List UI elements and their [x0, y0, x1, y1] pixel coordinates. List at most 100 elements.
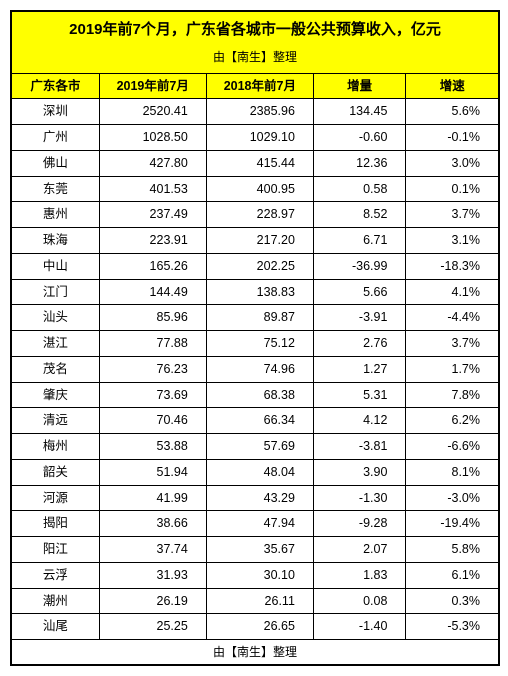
col-2018: 2018年前7月: [206, 73, 313, 99]
cell-2018: 202.25: [206, 253, 313, 279]
cell-city: 云浮: [12, 562, 100, 588]
cell-rate: 8.1%: [406, 459, 499, 485]
cell-rate: 4.1%: [406, 279, 499, 305]
cell-delta: 4.12: [313, 408, 406, 434]
cell-2018: 66.34: [206, 408, 313, 434]
cell-2018: 74.96: [206, 356, 313, 382]
cell-2018: 30.10: [206, 562, 313, 588]
cell-rate: 3.0%: [406, 150, 499, 176]
cell-2018: 26.65: [206, 614, 313, 640]
cell-rate: 1.7%: [406, 356, 499, 382]
table-row: 珠海223.91217.206.713.1%: [12, 228, 499, 254]
table-row: 阳江37.7435.672.075.8%: [12, 537, 499, 563]
cell-2019: 165.26: [99, 253, 206, 279]
cell-rate: 0.3%: [406, 588, 499, 614]
budget-table-container: 2019年前7个月，广东省各城市一般公共预算收入，亿元 由【南生】整理 广东各市…: [10, 10, 500, 666]
col-delta: 增量: [313, 73, 406, 99]
table-row: 肇庆73.6968.385.317.8%: [12, 382, 499, 408]
cell-delta: 2.76: [313, 331, 406, 357]
cell-delta: -3.81: [313, 434, 406, 460]
cell-delta: 0.08: [313, 588, 406, 614]
col-rate: 增速: [406, 73, 499, 99]
cell-delta: -0.60: [313, 125, 406, 151]
cell-city: 茂名: [12, 356, 100, 382]
cell-2019: 73.69: [99, 382, 206, 408]
cell-2018: 415.44: [206, 150, 313, 176]
cell-2019: 223.91: [99, 228, 206, 254]
cell-2018: 35.67: [206, 537, 313, 563]
cell-city: 广州: [12, 125, 100, 151]
table-row: 揭阳38.6647.94-9.28-19.4%: [12, 511, 499, 537]
cell-delta: 1.83: [313, 562, 406, 588]
cell-2019: 77.88: [99, 331, 206, 357]
subtitle-row: 由【南生】整理: [12, 45, 499, 74]
table-title: 2019年前7个月，广东省各城市一般公共预算收入，亿元: [18, 15, 492, 42]
table-row: 中山165.26202.25-36.99-18.3%: [12, 253, 499, 279]
col-city: 广东各市: [12, 73, 100, 99]
table-footer: 由【南生】整理: [12, 640, 499, 665]
cell-city: 河源: [12, 485, 100, 511]
cell-delta: -3.91: [313, 305, 406, 331]
cell-2019: 401.53: [99, 176, 206, 202]
header-row: 广东各市 2019年前7月 2018年前7月 增量 增速: [12, 73, 499, 99]
cell-2019: 85.96: [99, 305, 206, 331]
cell-2019: 53.88: [99, 434, 206, 460]
cell-2019: 1028.50: [99, 125, 206, 151]
cell-2019: 26.19: [99, 588, 206, 614]
cell-rate: -6.6%: [406, 434, 499, 460]
cell-2018: 75.12: [206, 331, 313, 357]
table-row: 深圳2520.412385.96134.455.6%: [12, 99, 499, 125]
cell-city: 中山: [12, 253, 100, 279]
table-row: 广州1028.501029.10-0.60-0.1%: [12, 125, 499, 151]
cell-delta: 1.27: [313, 356, 406, 382]
cell-rate: 6.2%: [406, 408, 499, 434]
cell-city: 江门: [12, 279, 100, 305]
table-row: 汕头85.9689.87-3.91-4.4%: [12, 305, 499, 331]
cell-rate: -4.4%: [406, 305, 499, 331]
cell-city: 汕头: [12, 305, 100, 331]
cell-2018: 89.87: [206, 305, 313, 331]
footer-row: 由【南生】整理: [12, 640, 499, 665]
cell-delta: -36.99: [313, 253, 406, 279]
table-row: 梅州53.8857.69-3.81-6.6%: [12, 434, 499, 460]
cell-city: 佛山: [12, 150, 100, 176]
cell-rate: 0.1%: [406, 176, 499, 202]
cell-2018: 138.83: [206, 279, 313, 305]
table-row: 清远70.4666.344.126.2%: [12, 408, 499, 434]
cell-delta: 8.52: [313, 202, 406, 228]
cell-delta: 5.66: [313, 279, 406, 305]
cell-delta: 0.58: [313, 176, 406, 202]
cell-delta: 134.45: [313, 99, 406, 125]
cell-rate: 6.1%: [406, 562, 499, 588]
cell-2019: 41.99: [99, 485, 206, 511]
cell-city: 潮州: [12, 588, 100, 614]
cell-rate: 3.7%: [406, 331, 499, 357]
table-row: 惠州237.49228.978.523.7%: [12, 202, 499, 228]
cell-2018: 400.95: [206, 176, 313, 202]
cell-2018: 26.11: [206, 588, 313, 614]
cell-2019: 427.80: [99, 150, 206, 176]
table-row: 江门144.49138.835.664.1%: [12, 279, 499, 305]
cell-2019: 25.25: [99, 614, 206, 640]
cell-2018: 2385.96: [206, 99, 313, 125]
table-row: 佛山427.80415.4412.363.0%: [12, 150, 499, 176]
cell-2019: 38.66: [99, 511, 206, 537]
cell-rate: -0.1%: [406, 125, 499, 151]
cell-city: 揭阳: [12, 511, 100, 537]
cell-delta: 6.71: [313, 228, 406, 254]
cell-city: 惠州: [12, 202, 100, 228]
cell-city: 东莞: [12, 176, 100, 202]
cell-delta: 12.36: [313, 150, 406, 176]
table-row: 湛江77.8875.122.763.7%: [12, 331, 499, 357]
cell-city: 阳江: [12, 537, 100, 563]
cell-rate: 5.8%: [406, 537, 499, 563]
table-row: 潮州26.1926.110.080.3%: [12, 588, 499, 614]
col-2019: 2019年前7月: [99, 73, 206, 99]
cell-2018: 68.38: [206, 382, 313, 408]
cell-rate: -3.0%: [406, 485, 499, 511]
cell-delta: 5.31: [313, 382, 406, 408]
cell-delta: 2.07: [313, 537, 406, 563]
table-row: 韶关51.9448.043.908.1%: [12, 459, 499, 485]
cell-2018: 1029.10: [206, 125, 313, 151]
cell-rate: -19.4%: [406, 511, 499, 537]
